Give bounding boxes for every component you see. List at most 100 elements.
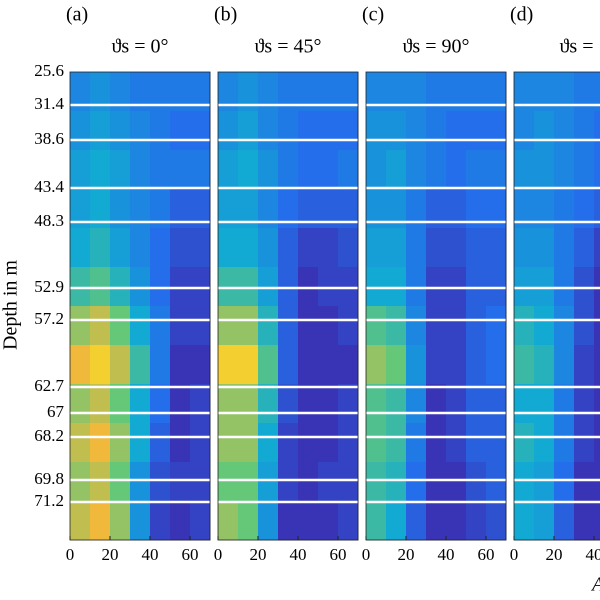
heatmap-cell	[338, 228, 359, 268]
y-axis-label: Depth in m	[0, 260, 22, 350]
heatmap-cell	[534, 462, 555, 502]
heatmap-cell	[298, 150, 319, 190]
heatmap-cell	[486, 384, 507, 424]
heatmap-cell	[426, 501, 447, 541]
heatmap-cell	[150, 189, 171, 229]
heatmap-cell	[486, 306, 507, 346]
heatmap-cell	[446, 189, 467, 229]
heatmap-cell	[110, 72, 131, 112]
heatmap-cell	[426, 189, 447, 229]
heatmap-cell	[446, 345, 467, 385]
heatmap-cell	[514, 72, 535, 112]
x-tick-label: 0	[66, 545, 75, 564]
heatmap-cell	[466, 345, 487, 385]
heatmap-cell	[554, 462, 575, 502]
x-tick-label: 0	[362, 545, 371, 564]
heatmap-cell	[554, 384, 575, 424]
heatmap-cell	[130, 345, 151, 385]
heatmap-cell	[110, 423, 131, 463]
heatmap-cell	[190, 228, 211, 268]
heatmap-cell	[466, 306, 487, 346]
heatmap-cell	[90, 384, 111, 424]
heatmap-cell	[190, 384, 211, 424]
heatmap-cell	[466, 462, 487, 502]
heatmap-cell	[150, 423, 171, 463]
heatmap-cell	[110, 345, 131, 385]
heatmap-cell	[110, 384, 131, 424]
panel-label: (b)	[214, 4, 237, 26]
heatmap-cell	[278, 462, 299, 502]
x-tick-label: 60	[330, 545, 347, 564]
heatmap-cell	[574, 228, 595, 268]
heatmap	[70, 72, 211, 541]
heatmap-cell	[258, 501, 279, 541]
heatmap-cell	[594, 150, 600, 190]
heatmap-cell	[110, 189, 131, 229]
heatmap-cell	[170, 501, 191, 541]
heatmap-cell	[514, 306, 535, 346]
y-tick-label: 52.9	[34, 277, 64, 296]
heatmap-cell	[258, 72, 279, 112]
heatmap-cell	[406, 228, 427, 268]
heatmap-cell	[298, 189, 319, 229]
heatmap-cell	[150, 111, 171, 151]
x-tick-label: 60	[182, 545, 199, 564]
heatmap-cell	[406, 111, 427, 151]
heatmap-cell	[594, 345, 600, 385]
heatmap-cell	[426, 462, 447, 502]
heatmap-cell	[406, 189, 427, 229]
heatmap-cell	[278, 501, 299, 541]
heatmap-cell	[338, 345, 359, 385]
heatmap-cell	[110, 150, 131, 190]
y-tick-label: 48.3	[34, 211, 64, 230]
heatmap-cell	[534, 150, 555, 190]
heatmap-cell	[318, 111, 339, 151]
heatmap-cell	[238, 384, 259, 424]
heatmap-cell	[446, 72, 467, 112]
heatmap-cell	[90, 501, 111, 541]
heatmap-cell	[110, 111, 131, 151]
heatmap-cell	[486, 462, 507, 502]
heatmap-cell	[466, 384, 487, 424]
heatmap-cell	[574, 501, 595, 541]
heatmap-cell	[318, 501, 339, 541]
heatmap-cell	[238, 228, 259, 268]
panel-title: ϑs = 0°	[112, 36, 169, 58]
heatmap-cell	[406, 306, 427, 346]
heatmap-cell	[574, 462, 595, 502]
heatmap-cell	[298, 462, 319, 502]
y-tick-label: 43.4	[34, 177, 64, 196]
heatmap-cell	[446, 384, 467, 424]
heatmap-cell	[258, 423, 279, 463]
heatmap-cell	[130, 150, 151, 190]
x-tick-label: 40	[438, 545, 455, 564]
heatmap-cell	[386, 306, 407, 346]
heatmap-cell	[298, 72, 319, 112]
heatmap-cell	[338, 72, 359, 112]
heatmap-cell	[110, 228, 131, 268]
heatmap-cell	[486, 150, 507, 190]
heatmap-cell	[70, 501, 91, 541]
heatmap-cell	[366, 150, 387, 190]
heatmap-cell	[534, 345, 555, 385]
heatmap-cell	[318, 423, 339, 463]
heatmap-cell	[366, 306, 387, 346]
heatmap-cell	[338, 150, 359, 190]
plot-frame	[365, 71, 507, 541]
y-tick-label: 68.2	[34, 426, 64, 445]
heatmap-cell	[218, 423, 239, 463]
x-axis-label: A	[590, 574, 600, 596]
heatmap-cell	[90, 306, 111, 346]
heatmap-cell	[70, 462, 91, 502]
heatmap-cell	[150, 306, 171, 346]
heatmap-cell	[574, 306, 595, 346]
heatmap-cell	[446, 501, 467, 541]
heatmap-cell	[298, 384, 319, 424]
heatmap-cell	[486, 72, 507, 112]
heatmap-cell	[514, 150, 535, 190]
heatmap-cell	[574, 423, 595, 463]
heatmap-cell	[90, 150, 111, 190]
heatmap-cell	[338, 462, 359, 502]
heatmap-cell	[318, 345, 339, 385]
heatmap-cell	[574, 384, 595, 424]
